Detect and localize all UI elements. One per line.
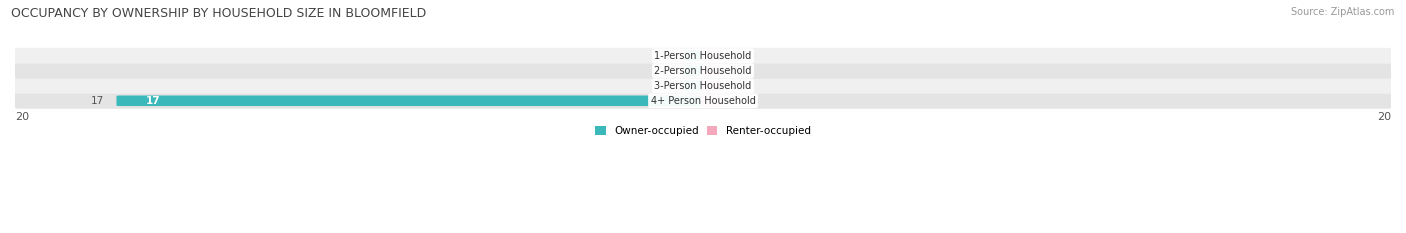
FancyBboxPatch shape — [13, 78, 1393, 94]
FancyBboxPatch shape — [685, 81, 704, 91]
Text: 0: 0 — [669, 81, 675, 91]
FancyBboxPatch shape — [13, 48, 1393, 64]
Text: 20: 20 — [15, 112, 30, 122]
FancyBboxPatch shape — [702, 81, 721, 91]
Text: 1-Person Household: 1-Person Household — [654, 51, 752, 61]
Text: 17: 17 — [146, 96, 160, 106]
Legend: Owner-occupied, Renter-occupied: Owner-occupied, Renter-occupied — [591, 122, 815, 140]
Text: 0: 0 — [731, 96, 737, 106]
Text: 0: 0 — [731, 51, 737, 61]
FancyBboxPatch shape — [117, 96, 704, 106]
FancyBboxPatch shape — [702, 51, 721, 61]
Text: 0: 0 — [731, 81, 737, 91]
FancyBboxPatch shape — [702, 65, 721, 76]
Text: 0: 0 — [669, 51, 675, 61]
Text: 0: 0 — [731, 66, 737, 76]
Text: 0: 0 — [669, 66, 675, 76]
Text: 20: 20 — [1376, 112, 1391, 122]
FancyBboxPatch shape — [13, 93, 1393, 109]
FancyBboxPatch shape — [702, 96, 721, 106]
FancyBboxPatch shape — [685, 51, 704, 61]
Text: 3-Person Household: 3-Person Household — [654, 81, 752, 91]
Text: OCCUPANCY BY OWNERSHIP BY HOUSEHOLD SIZE IN BLOOMFIELD: OCCUPANCY BY OWNERSHIP BY HOUSEHOLD SIZE… — [11, 7, 426, 20]
FancyBboxPatch shape — [13, 63, 1393, 79]
Text: 17: 17 — [91, 96, 104, 106]
Text: 2-Person Household: 2-Person Household — [654, 66, 752, 76]
Text: 4+ Person Household: 4+ Person Household — [651, 96, 755, 106]
FancyBboxPatch shape — [685, 65, 704, 76]
Text: Source: ZipAtlas.com: Source: ZipAtlas.com — [1291, 7, 1395, 17]
